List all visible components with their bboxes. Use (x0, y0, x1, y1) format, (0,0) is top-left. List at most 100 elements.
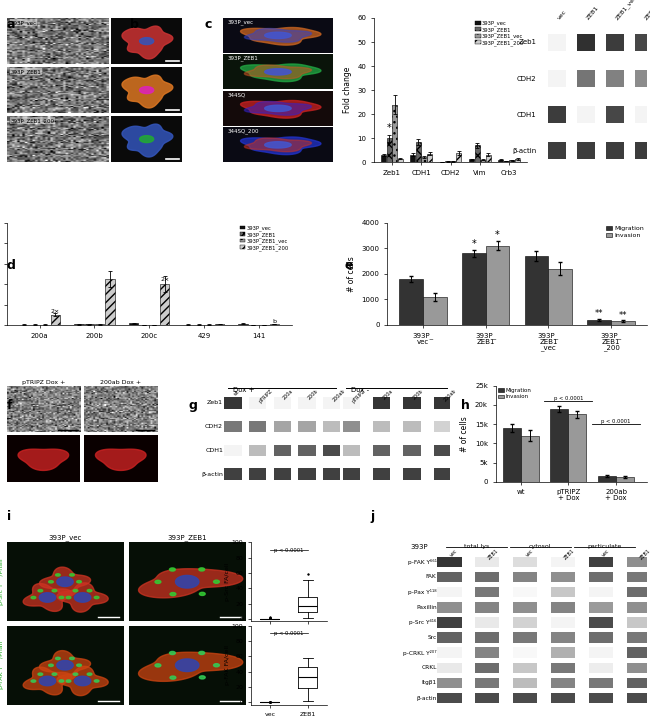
Bar (475, 632, 499, 643)
Text: β-actin: β-actin (416, 695, 437, 700)
Ellipse shape (66, 680, 71, 682)
Bar (606, 34, 623, 51)
Ellipse shape (170, 592, 176, 595)
Polygon shape (122, 124, 173, 157)
Ellipse shape (73, 590, 78, 592)
Text: 200b: 200b (412, 388, 424, 400)
Text: ZEB1_vec: ZEB1_vec (615, 0, 639, 21)
Bar (298, 397, 315, 408)
Bar (475, 693, 499, 703)
Text: p < 0.0001: p < 0.0001 (274, 631, 304, 636)
Bar (513, 632, 538, 643)
Bar (588, 320, 611, 325)
Legend: 393P_vec, 393P_ZEB1, 393P_ZEB1_vec, 393P_ZEB1_200: 393P_vec, 393P_ZEB1, 393P_ZEB1_vec, 393P… (240, 226, 289, 251)
Text: Zeb1: Zeb1 (519, 40, 536, 45)
Bar (398, 159, 403, 162)
Text: 200a: 200a (282, 388, 294, 400)
Bar (323, 468, 340, 480)
Ellipse shape (214, 664, 220, 667)
Text: Zeb1: Zeb1 (207, 400, 223, 406)
Bar (598, 476, 616, 482)
Polygon shape (244, 29, 311, 42)
Bar (224, 397, 242, 408)
Text: ZEB1: ZEB1 (586, 5, 600, 21)
Bar (456, 153, 461, 162)
Bar (239, 324, 248, 325)
Ellipse shape (200, 592, 205, 595)
Polygon shape (18, 449, 69, 470)
Text: 393P_vec: 393P_vec (10, 20, 36, 25)
Text: ZEB1_200: ZEB1_200 (644, 0, 650, 21)
Bar (634, 106, 650, 124)
Title: 393P_vec: 393P_vec (48, 534, 82, 541)
Bar (160, 284, 170, 325)
Polygon shape (74, 677, 91, 686)
Bar (634, 34, 650, 51)
Polygon shape (244, 138, 311, 152)
Bar (475, 602, 499, 613)
Bar (549, 142, 566, 160)
Text: p < 0.0001: p < 0.0001 (601, 419, 630, 424)
Bar (525, 256, 549, 325)
Bar (475, 663, 499, 673)
Bar (627, 602, 650, 613)
Ellipse shape (59, 679, 64, 682)
Text: p-Pax Y¹¹⁸: p-Pax Y¹¹⁸ (408, 589, 437, 595)
Polygon shape (140, 37, 153, 45)
Text: **: ** (595, 309, 603, 318)
Bar (606, 106, 623, 124)
Text: vec: vec (525, 548, 535, 557)
Ellipse shape (87, 590, 92, 592)
Ellipse shape (155, 580, 161, 583)
Bar (416, 142, 421, 162)
Ellipse shape (200, 676, 205, 679)
Polygon shape (57, 667, 108, 696)
Bar (551, 663, 575, 673)
Ellipse shape (94, 596, 99, 599)
Bar (504, 161, 509, 162)
Text: cytosol: cytosol (529, 544, 552, 549)
Bar (568, 414, 586, 482)
Bar (373, 444, 390, 456)
Polygon shape (122, 75, 173, 108)
Ellipse shape (155, 664, 161, 667)
Legend: Migration, Invasion: Migration, Invasion (606, 226, 644, 238)
Polygon shape (265, 142, 291, 148)
Polygon shape (40, 651, 90, 680)
Bar (513, 663, 538, 673)
Bar (399, 279, 423, 325)
Ellipse shape (73, 673, 78, 675)
Text: p-CRKL Y²⁰⁷: p-CRKL Y²⁰⁷ (403, 650, 437, 656)
Bar (270, 324, 279, 325)
Bar (215, 324, 224, 325)
Bar (343, 444, 360, 456)
Ellipse shape (55, 657, 60, 659)
Y-axis label: # of cells: # of cells (460, 416, 469, 452)
Bar (469, 160, 474, 162)
Bar (589, 693, 614, 703)
Bar (421, 157, 426, 162)
Bar (486, 155, 491, 162)
Bar (373, 468, 390, 480)
Bar (589, 663, 614, 673)
Bar (437, 572, 462, 582)
Bar (410, 155, 415, 162)
Polygon shape (240, 64, 321, 82)
Bar (323, 444, 340, 456)
Bar (513, 602, 538, 613)
Text: vec: vec (557, 9, 568, 21)
Bar (343, 468, 360, 480)
Ellipse shape (170, 568, 176, 571)
Polygon shape (138, 569, 242, 597)
Text: 2×: 2× (160, 277, 170, 282)
Bar (513, 647, 538, 658)
Bar (475, 557, 499, 567)
Bar (550, 408, 568, 482)
Bar (513, 693, 538, 703)
Bar (249, 468, 266, 480)
Text: p < 0.0001: p < 0.0001 (554, 396, 583, 401)
Bar (577, 142, 595, 160)
Text: ZEB1: ZEB1 (639, 548, 650, 561)
Text: h: h (462, 399, 471, 412)
Polygon shape (140, 136, 153, 142)
